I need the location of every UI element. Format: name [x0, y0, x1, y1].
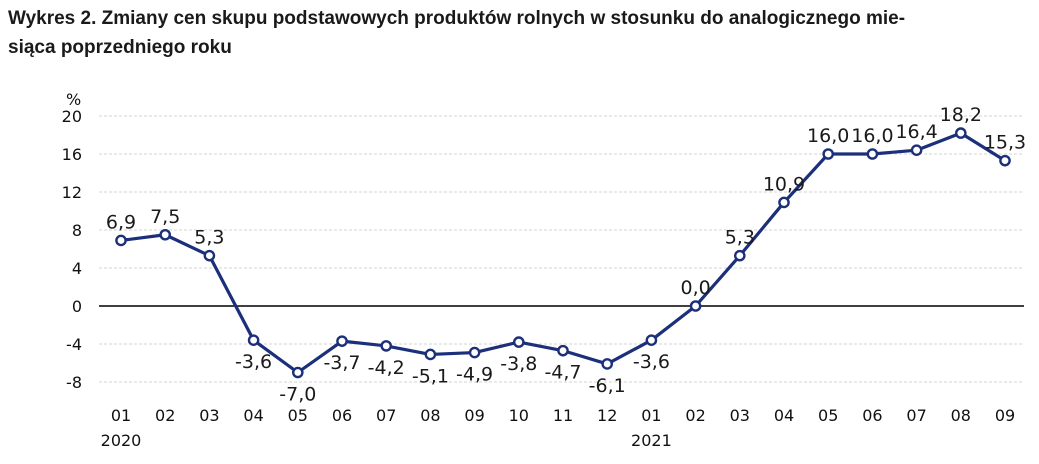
x-tick-label: 02 [685, 406, 705, 425]
x-tick-label: 08 [951, 406, 971, 425]
data-label: -4,7 [544, 362, 581, 384]
y-tick-label: -8 [66, 373, 82, 392]
data-label: 16,0 [807, 125, 849, 147]
y-tick-label: -4 [66, 335, 82, 354]
x-axis: 01 02 03 04 05 06 07 08 09 10 11 12 01 02 03 04 05 06 07 08… [101, 406, 1016, 450]
data-label: 5,3 [725, 227, 755, 249]
x-tick-label: 11 [553, 406, 573, 425]
data-point [734, 249, 746, 262]
data-point [778, 196, 790, 209]
data-point [468, 346, 481, 359]
y-tick-label: 12 [62, 183, 82, 202]
data-label: -5,1 [412, 365, 449, 387]
data-label: -4,9 [456, 364, 493, 386]
chart-title-line-2: siąca poprzedniego roku [8, 37, 232, 58]
chart-title-line-1: Wykres 2. Zmiany cen skupu podstawowych … [8, 8, 906, 29]
grid-lines [99, 115, 1024, 383]
data-labels: 6,9 7,5 5,3 -3,6 -7,0 -3,7 -4,2 -5,1 -4,9 -3,8 -4,… [106, 104, 1026, 405]
data-point [822, 148, 835, 160]
y-tick-label: 16 [62, 145, 82, 164]
data-label: 5,3 [194, 227, 224, 249]
y-unit-label: % [66, 90, 81, 109]
data-label: 15,3 [984, 132, 1026, 154]
data-point [115, 234, 127, 247]
y-tick-label: 20 [62, 107, 82, 126]
x-tick-label: 01 [641, 406, 661, 425]
data-label: 18,2 [940, 104, 982, 126]
data-label: -4,2 [368, 357, 405, 379]
data-point [601, 358, 614, 370]
y-tick-label: 0 [72, 297, 82, 316]
year-label: 2020 [101, 431, 142, 450]
data-point [955, 127, 967, 139]
data-point [424, 348, 437, 361]
x-tick-label: 05 [818, 406, 838, 425]
x-tick-label: 03 [730, 406, 750, 425]
data-label: 16,0 [851, 125, 893, 147]
data-point [159, 228, 171, 241]
data-points [115, 127, 1011, 379]
x-tick-label: 06 [332, 406, 352, 425]
data-label: -3,7 [323, 352, 360, 374]
data-point [910, 144, 923, 156]
data-label: 6,9 [106, 211, 136, 233]
x-tick-label: 06 [862, 406, 882, 425]
data-label: -7,0 [279, 384, 316, 406]
chart-title: Wykres 2. Zmiany cen skupu podstawowych … [8, 4, 1028, 62]
y-axis: -8 -4 0 4 8 12 16 20% [62, 90, 82, 392]
data-label: 0,0 [680, 277, 710, 299]
x-tick-label: 03 [199, 406, 219, 425]
year-label: 2021 [631, 431, 672, 450]
y-tick-label: 8 [72, 221, 82, 240]
data-point [291, 366, 304, 379]
x-tick-label: 04 [774, 406, 794, 425]
data-label: 16,4 [895, 121, 937, 143]
data-label: -3,6 [235, 351, 272, 373]
y-tick-label: 4 [72, 259, 82, 278]
x-tick-label: 09 [464, 406, 484, 425]
x-tick-label: 02 [155, 406, 175, 425]
data-point [203, 249, 216, 262]
x-tick-label: 09 [995, 406, 1015, 425]
x-tick-label: 07 [376, 406, 396, 425]
data-point [645, 334, 658, 347]
data-point [557, 344, 569, 357]
data-label: -6,1 [589, 375, 626, 397]
x-tick-label: 01 [111, 406, 131, 425]
x-tick-label: 04 [243, 406, 263, 425]
x-tick-label: 07 [906, 406, 926, 425]
data-label: 7,5 [150, 206, 180, 228]
x-tick-label: 12 [597, 406, 617, 425]
data-point [336, 335, 348, 347]
data-point [999, 154, 1011, 167]
data-point [513, 336, 525, 348]
x-tick-label: 08 [420, 406, 440, 425]
data-point [866, 148, 879, 160]
data-label: -3,6 [633, 351, 670, 373]
x-tick-label: 10 [509, 406, 529, 425]
data-label: 10,9 [763, 173, 805, 195]
data-label: -3,8 [500, 353, 537, 375]
data-point [247, 334, 260, 347]
x-tick-label: 05 [288, 406, 308, 425]
data-point [380, 340, 393, 352]
data-point [689, 300, 702, 312]
